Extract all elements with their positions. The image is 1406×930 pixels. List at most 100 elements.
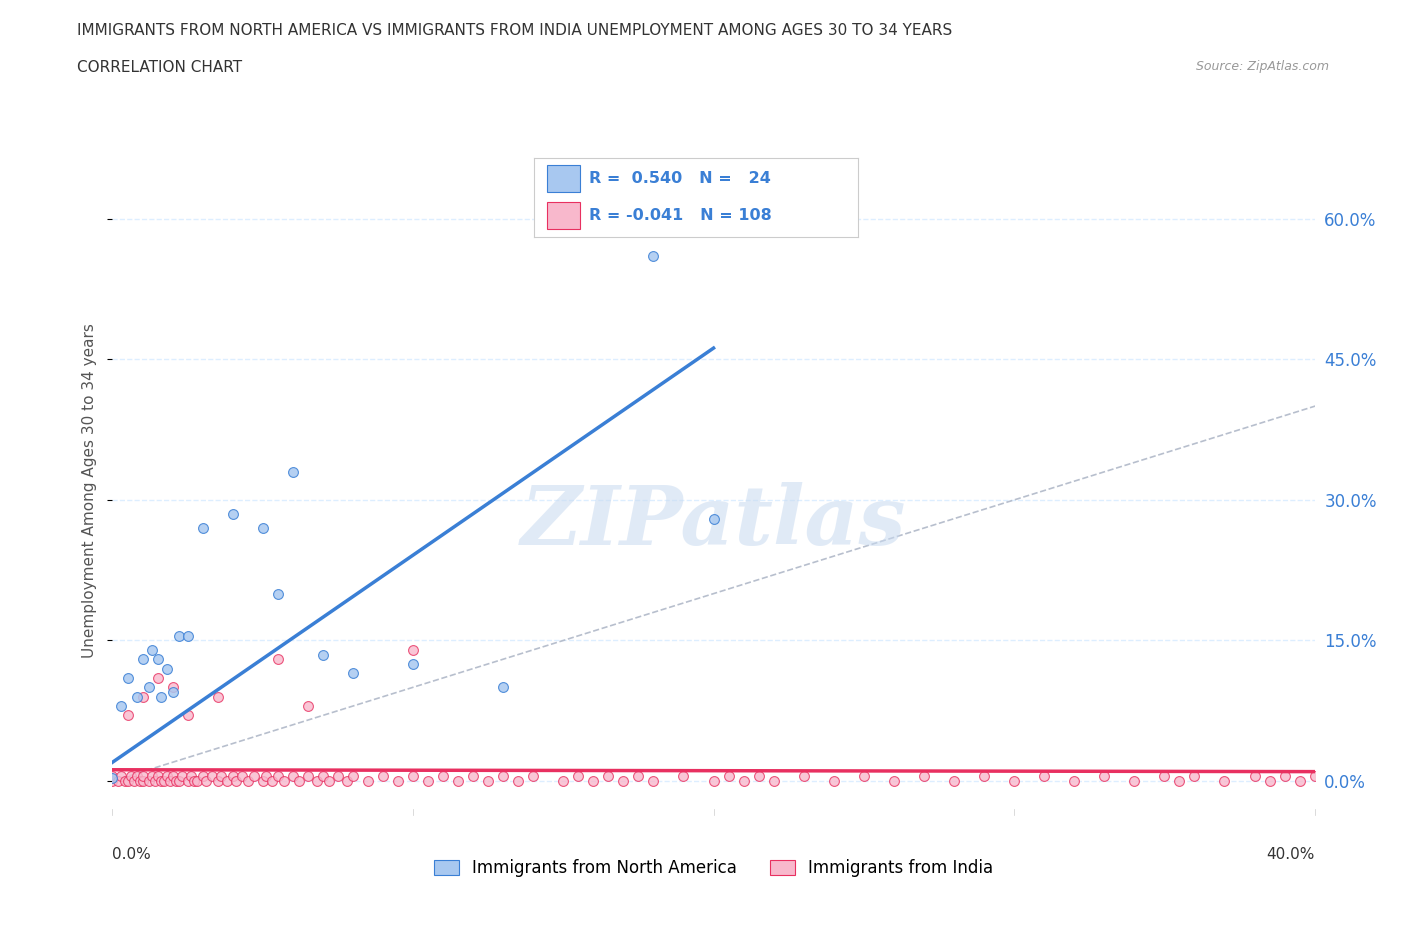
Point (288, 774, 311, 789)
Point (883, 774, 905, 789)
Point (222, 507, 245, 522)
Text: 40.0%: 40.0% (1267, 846, 1315, 861)
Point (1092, 769, 1115, 784)
Point (432, 769, 454, 784)
FancyBboxPatch shape (547, 166, 579, 193)
Point (117, 671, 139, 685)
Point (165, 774, 187, 789)
Point (508, 774, 530, 789)
Point (180, 769, 202, 784)
Point (326, 769, 349, 784)
Point (336, 774, 359, 789)
Point (702, 512, 725, 526)
Point (1153, 769, 1175, 784)
Point (402, 657, 425, 671)
Point (297, 698, 319, 713)
FancyBboxPatch shape (547, 203, 579, 230)
Point (191, 521, 214, 536)
Point (402, 769, 425, 784)
Point (342, 666, 364, 681)
Point (207, 774, 229, 789)
Point (1168, 774, 1191, 789)
Point (222, 769, 245, 784)
Point (114, 774, 136, 789)
Point (231, 769, 253, 784)
Point (387, 774, 409, 789)
Point (748, 769, 770, 784)
Point (131, 769, 153, 784)
Point (176, 774, 198, 789)
Point (267, 586, 290, 601)
Point (1258, 774, 1281, 789)
Point (305, 774, 328, 789)
Point (131, 774, 153, 789)
Point (236, 774, 259, 789)
Text: ZIPatlas: ZIPatlas (520, 483, 907, 563)
Point (342, 769, 364, 784)
Point (117, 774, 139, 789)
Point (128, 774, 150, 789)
Point (1123, 774, 1146, 789)
Point (1274, 769, 1296, 784)
Point (101, 771, 124, 786)
Point (170, 769, 193, 784)
Point (117, 708, 139, 723)
Point (167, 774, 190, 789)
Point (191, 769, 214, 784)
Point (122, 774, 145, 789)
Point (143, 774, 166, 789)
Point (912, 769, 935, 784)
Point (447, 774, 470, 789)
Point (598, 769, 620, 784)
Point (1184, 769, 1206, 784)
Point (823, 774, 845, 789)
Point (762, 774, 785, 789)
Text: 0.0%: 0.0% (112, 846, 152, 861)
Point (318, 774, 340, 789)
Point (110, 769, 132, 784)
Point (402, 643, 425, 658)
Point (267, 769, 290, 784)
Point (1288, 774, 1310, 789)
Point (149, 689, 172, 704)
Y-axis label: Unemployment Among Ages 30 to 34 years: Unemployment Among Ages 30 to 34 years (82, 323, 97, 658)
Point (209, 769, 232, 784)
Point (312, 647, 335, 662)
Point (125, 689, 148, 704)
Point (242, 769, 264, 784)
Point (176, 708, 198, 723)
Point (101, 769, 124, 784)
Point (461, 769, 484, 784)
Point (207, 689, 229, 704)
Point (183, 774, 205, 789)
Point (371, 769, 394, 784)
Text: Source: ZipAtlas.com: Source: ZipAtlas.com (1195, 60, 1329, 73)
Point (101, 774, 124, 789)
Point (1303, 769, 1326, 784)
Point (643, 774, 665, 789)
Point (492, 680, 515, 695)
Point (141, 643, 163, 658)
Point (194, 774, 217, 789)
Point (273, 774, 295, 789)
Text: IMMIGRANTS FROM NORTH AMERICA VS IMMIGRANTS FROM INDIA UNEMPLOYMENT AMONG AGES 3: IMMIGRANTS FROM NORTH AMERICA VS IMMIGRA… (77, 23, 953, 38)
Point (567, 769, 589, 784)
Point (522, 769, 544, 784)
Point (612, 774, 634, 789)
Point (176, 629, 198, 644)
Legend: Immigrants from North America, Immigrants from India: Immigrants from North America, Immigrant… (427, 852, 1000, 883)
Point (582, 774, 605, 789)
Point (162, 684, 184, 699)
Point (627, 769, 650, 784)
Point (717, 769, 740, 784)
Point (162, 769, 184, 784)
Point (155, 661, 177, 676)
Point (146, 769, 169, 784)
Point (297, 769, 319, 784)
Text: CORRELATION CHART: CORRELATION CHART (77, 60, 242, 75)
Point (120, 769, 142, 784)
Point (281, 769, 304, 784)
Point (201, 769, 224, 784)
Point (942, 774, 965, 789)
Point (159, 774, 181, 789)
